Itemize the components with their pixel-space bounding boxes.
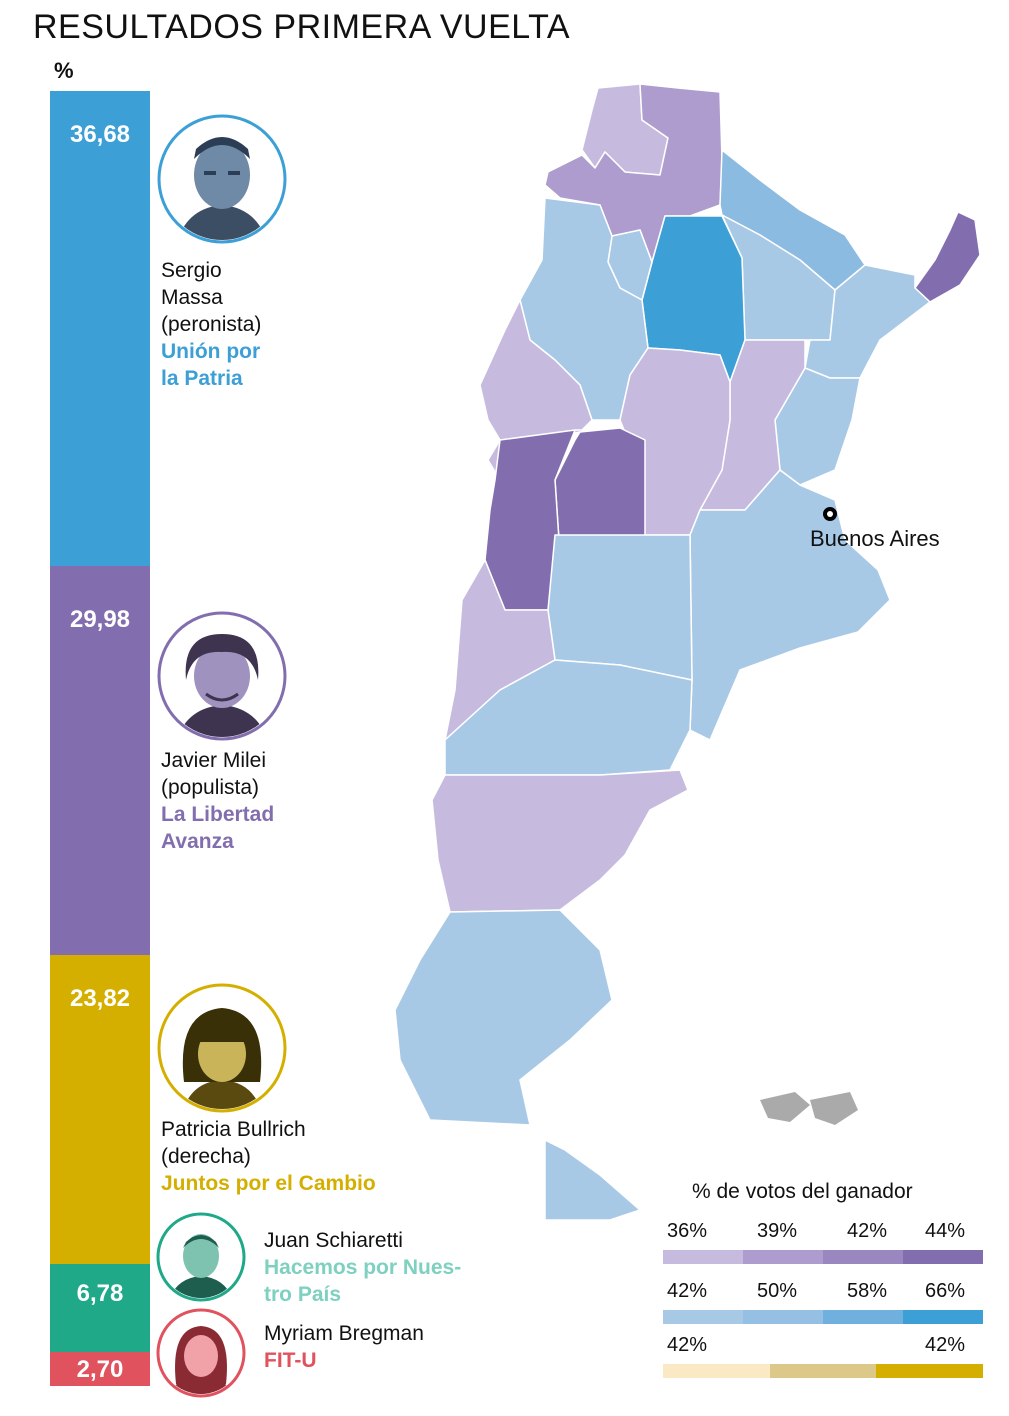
candidate-party: La Libertad Avanza <box>161 803 275 853</box>
candidate-affiliation: (derecha) <box>161 1145 251 1168</box>
legend-tick: 42% <box>667 1334 708 1356</box>
legend-scale <box>663 1250 983 1264</box>
legend-tick: 42% <box>847 1220 888 1242</box>
legend-tick: 50% <box>757 1280 798 1302</box>
legend-title: % de votos del ganador <box>692 1180 913 1203</box>
province-chubut <box>431 769 689 913</box>
candidate-name: Javier Milei <box>161 749 267 772</box>
bar-value-bregman: 2,70 <box>76 1356 124 1383</box>
bar-value-milei: 29,98 <box>69 606 131 633</box>
candidate-label-massa: Sergio Massa (peronista) Unión por la Pa… <box>161 257 261 392</box>
capital-marker <box>823 507 837 521</box>
bar-value-bullrich: 23,82 <box>69 985 131 1012</box>
bar-segment-milei: 29,98 <box>50 566 150 955</box>
bar-value-schiaretti: 6,78 <box>76 1280 124 1307</box>
candidate-party: Juntos por el Cambio <box>161 1172 376 1195</box>
legend-tick: 42% <box>925 1334 966 1356</box>
legend-tick: 44% <box>925 1220 966 1242</box>
avatar-bregman <box>156 1308 246 1398</box>
bar-segment-massa: 36,68 <box>50 91 150 566</box>
province-buenosaires <box>689 469 891 741</box>
province-santacruz <box>394 909 613 1126</box>
candidate-label-bregman: Myriam Bregman FIT-U <box>264 1320 424 1374</box>
capital-label: Buenos Aires <box>810 526 940 551</box>
avatar-bullrich <box>156 982 288 1114</box>
candidate-label-milei: Javier Milei (populista) La Libertad Ava… <box>161 747 274 855</box>
bar-segment-bregman: 2,70 <box>50 1352 150 1386</box>
candidate-party: Unión por la Patria <box>161 340 261 390</box>
argentina-province-map: Buenos Aires <box>394 83 981 1221</box>
candidate-affiliation: (peronista) <box>161 313 262 336</box>
bar-segment-bullrich: 23,82 <box>50 955 150 1264</box>
province-misiones <box>914 211 981 303</box>
candidate-affiliation: (populista) <box>161 776 260 799</box>
legend-tick: 58% <box>847 1280 888 1302</box>
bar-value-massa: 36,68 <box>69 121 131 148</box>
legend-scale <box>663 1310 983 1324</box>
candidate-label-bullrich: Patricia Bullrich (derecha) Juntos por e… <box>161 1116 376 1197</box>
candidate-name: Myriam Bregman <box>264 1322 424 1345</box>
candidate-label-schiaretti: Juan Schiaretti Hacemos por Nues- tro Pa… <box>264 1227 461 1308</box>
province-lapampa <box>547 534 693 681</box>
page-title: RESULTADOS PRIMERA VUELTA <box>33 8 571 46</box>
legend-tick: 42% <box>667 1280 708 1302</box>
avatar-schiaretti <box>156 1212 246 1302</box>
province-tierradelfuego <box>544 1139 641 1221</box>
avatar-massa <box>156 113 288 245</box>
bar-segment-schiaretti: 6,78 <box>50 1264 150 1352</box>
avatar-milei <box>156 610 288 742</box>
candidate-party: FIT-U <box>264 1349 317 1372</box>
islas-malvinas <box>760 1092 858 1125</box>
candidate-name: Juan Schiaretti <box>264 1229 403 1252</box>
legend-tick: 66% <box>925 1280 966 1302</box>
candidate-party: Hacemos por Nues- tro País <box>264 1256 462 1306</box>
legend-scale <box>663 1364 984 1378</box>
candidate-name: Sergio Massa <box>161 259 223 309</box>
percent-unit-label: % <box>54 58 74 83</box>
candidate-name: Patricia Bullrich <box>161 1118 306 1141</box>
legend-tick: 39% <box>757 1220 798 1242</box>
legend-tick: 36% <box>667 1220 708 1242</box>
